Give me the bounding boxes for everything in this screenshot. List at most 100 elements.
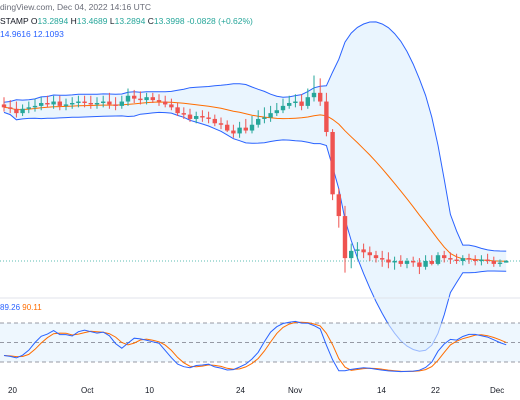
candle-body bbox=[411, 261, 416, 263]
candle-body bbox=[70, 102, 75, 105]
candle-body bbox=[156, 100, 162, 102]
candle-body bbox=[435, 255, 441, 264]
candle-body bbox=[485, 259, 490, 262]
candle-body bbox=[299, 101, 304, 106]
candle-body bbox=[355, 249, 360, 251]
x-tick-label: Nov bbox=[288, 386, 303, 395]
candle-body bbox=[212, 118, 217, 124]
candle-body bbox=[262, 117, 267, 119]
low-label: L bbox=[109, 16, 115, 26]
bb-upper-value: 14.9616 bbox=[0, 29, 31, 39]
candle-body bbox=[51, 101, 56, 105]
stoch-d-line bbox=[3, 321, 507, 372]
candle-body bbox=[113, 104, 118, 106]
open-label: O bbox=[30, 16, 38, 26]
candle-body bbox=[442, 255, 447, 259]
candle-body bbox=[194, 116, 199, 119]
candle-body bbox=[144, 97, 149, 101]
bollinger-values-line: 14.9616 12.1093 bbox=[0, 29, 64, 40]
candle-body bbox=[398, 261, 403, 264]
candle-body bbox=[380, 258, 385, 260]
chart-source-line: dingView.com, Dec 04, 2022 14:16 UTC bbox=[0, 2, 152, 12]
candle-body bbox=[287, 102, 292, 106]
close-value: 13.3998 bbox=[153, 16, 185, 26]
candle-body bbox=[324, 101, 329, 132]
candle-body bbox=[82, 101, 87, 103]
bollinger-upper-line bbox=[3, 21, 507, 252]
symbol-name: STAMP bbox=[0, 16, 29, 26]
candle-body bbox=[163, 101, 168, 105]
candle-body bbox=[423, 261, 428, 267]
candle-body bbox=[150, 97, 155, 101]
candle-body bbox=[218, 123, 224, 125]
candle-body bbox=[293, 101, 298, 103]
candle-body bbox=[45, 102, 50, 105]
candle-body bbox=[138, 98, 143, 101]
x-tick-label: Dec bbox=[490, 386, 505, 395]
bb-lower-value: 12.1093 bbox=[33, 29, 64, 39]
stoch-k-value: 89.26 bbox=[0, 303, 21, 312]
candle-body bbox=[225, 124, 230, 131]
candle-body bbox=[169, 104, 174, 108]
change-value: -0.0828 (+0.62%) bbox=[186, 16, 253, 26]
candle-body bbox=[392, 261, 397, 263]
candle-body bbox=[311, 92, 317, 98]
open-value: 13.2894 bbox=[37, 16, 69, 26]
candle-body bbox=[305, 97, 310, 106]
candle-body bbox=[20, 108, 25, 114]
candle-body bbox=[231, 130, 236, 134]
symbol-ohlc-line: STAMP O13.2894 H13.4689 L13.2894 C13.399… bbox=[0, 16, 253, 27]
candle-body bbox=[466, 258, 472, 260]
candle-body bbox=[349, 250, 354, 259]
candle-body bbox=[373, 255, 379, 259]
candle-body bbox=[330, 131, 335, 195]
candle-body bbox=[361, 249, 366, 253]
candle-body bbox=[125, 95, 131, 102]
high-label: H bbox=[70, 16, 77, 26]
candle-body bbox=[243, 127, 248, 131]
candle-body bbox=[57, 101, 62, 106]
candle-body bbox=[32, 105, 38, 108]
candle-body bbox=[187, 114, 193, 119]
candle-body bbox=[479, 259, 484, 262]
candle-body bbox=[429, 261, 434, 264]
candle-body bbox=[175, 107, 180, 114]
x-tick-label: 20 bbox=[8, 386, 17, 395]
candle-body bbox=[454, 259, 459, 262]
candle-body bbox=[101, 101, 106, 103]
candle-body bbox=[280, 105, 286, 111]
candle-body bbox=[237, 127, 242, 134]
low-value: 13.2894 bbox=[114, 16, 146, 26]
stoch-d-value: 90.11 bbox=[22, 303, 42, 312]
bollinger-band-fill bbox=[4, 21, 507, 352]
candle-body bbox=[417, 262, 422, 267]
candle-body bbox=[8, 107, 13, 109]
candle-body bbox=[497, 262, 503, 264]
candle-body bbox=[76, 101, 81, 103]
candle-body bbox=[88, 102, 93, 105]
candle-body bbox=[132, 95, 137, 99]
candle-body bbox=[404, 261, 410, 264]
candle-body bbox=[448, 258, 453, 260]
x-tick-label: 24 bbox=[236, 386, 245, 395]
close-label: C bbox=[147, 16, 154, 26]
candle-body bbox=[473, 259, 478, 262]
candle-body bbox=[336, 194, 341, 217]
candle-body bbox=[256, 118, 261, 125]
x-tick-label: Oct bbox=[81, 386, 94, 395]
candle-body bbox=[274, 110, 279, 114]
candle-body bbox=[14, 108, 19, 114]
stoch-k-line bbox=[3, 320, 507, 373]
candle-body bbox=[107, 101, 112, 105]
candle-body bbox=[94, 102, 100, 105]
candle-body bbox=[342, 216, 348, 259]
candle-body bbox=[249, 124, 255, 131]
candle-body bbox=[26, 107, 31, 109]
candle-body bbox=[367, 252, 372, 256]
candle-body bbox=[268, 113, 273, 118]
candle-body bbox=[63, 104, 69, 106]
candle-body bbox=[318, 92, 323, 102]
candle-body bbox=[206, 117, 211, 119]
candle-body bbox=[460, 258, 465, 262]
